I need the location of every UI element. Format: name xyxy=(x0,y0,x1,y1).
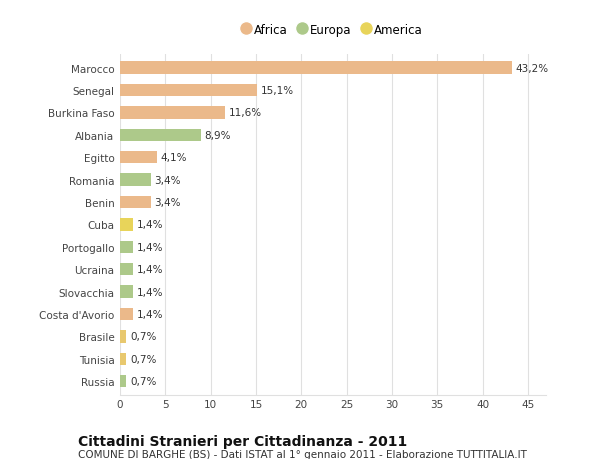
Text: 3,4%: 3,4% xyxy=(154,197,181,207)
Text: 8,9%: 8,9% xyxy=(204,130,231,140)
Bar xyxy=(120,219,133,231)
Text: 1,4%: 1,4% xyxy=(136,264,163,274)
Text: 11,6%: 11,6% xyxy=(229,108,262,118)
Text: 0,7%: 0,7% xyxy=(130,376,157,386)
Bar xyxy=(120,353,127,365)
Text: 15,1%: 15,1% xyxy=(260,86,293,96)
Bar xyxy=(120,107,225,119)
Text: 3,4%: 3,4% xyxy=(154,175,181,185)
Legend: Africa, Europa, America: Africa, Europa, America xyxy=(240,20,426,40)
Bar xyxy=(120,174,151,186)
Bar xyxy=(120,152,157,164)
Text: 1,4%: 1,4% xyxy=(136,220,163,230)
Bar xyxy=(120,286,133,298)
Bar xyxy=(120,330,127,343)
Text: 1,4%: 1,4% xyxy=(136,309,163,319)
Bar xyxy=(120,129,200,142)
Bar xyxy=(120,375,127,387)
Bar xyxy=(120,263,133,276)
Bar xyxy=(120,196,151,209)
Bar xyxy=(120,308,133,320)
Bar xyxy=(120,62,512,75)
Text: 1,4%: 1,4% xyxy=(136,287,163,297)
Bar xyxy=(120,241,133,253)
Text: 0,7%: 0,7% xyxy=(130,354,157,364)
Text: 4,1%: 4,1% xyxy=(161,153,187,163)
Text: 43,2%: 43,2% xyxy=(515,63,548,73)
Text: Cittadini Stranieri per Cittadinanza - 2011: Cittadini Stranieri per Cittadinanza - 2… xyxy=(78,434,407,448)
Bar xyxy=(120,85,257,97)
Text: 0,7%: 0,7% xyxy=(130,332,157,341)
Text: 1,4%: 1,4% xyxy=(136,242,163,252)
Text: COMUNE DI BARGHE (BS) - Dati ISTAT al 1° gennaio 2011 - Elaborazione TUTTITALIA.: COMUNE DI BARGHE (BS) - Dati ISTAT al 1°… xyxy=(78,449,527,459)
